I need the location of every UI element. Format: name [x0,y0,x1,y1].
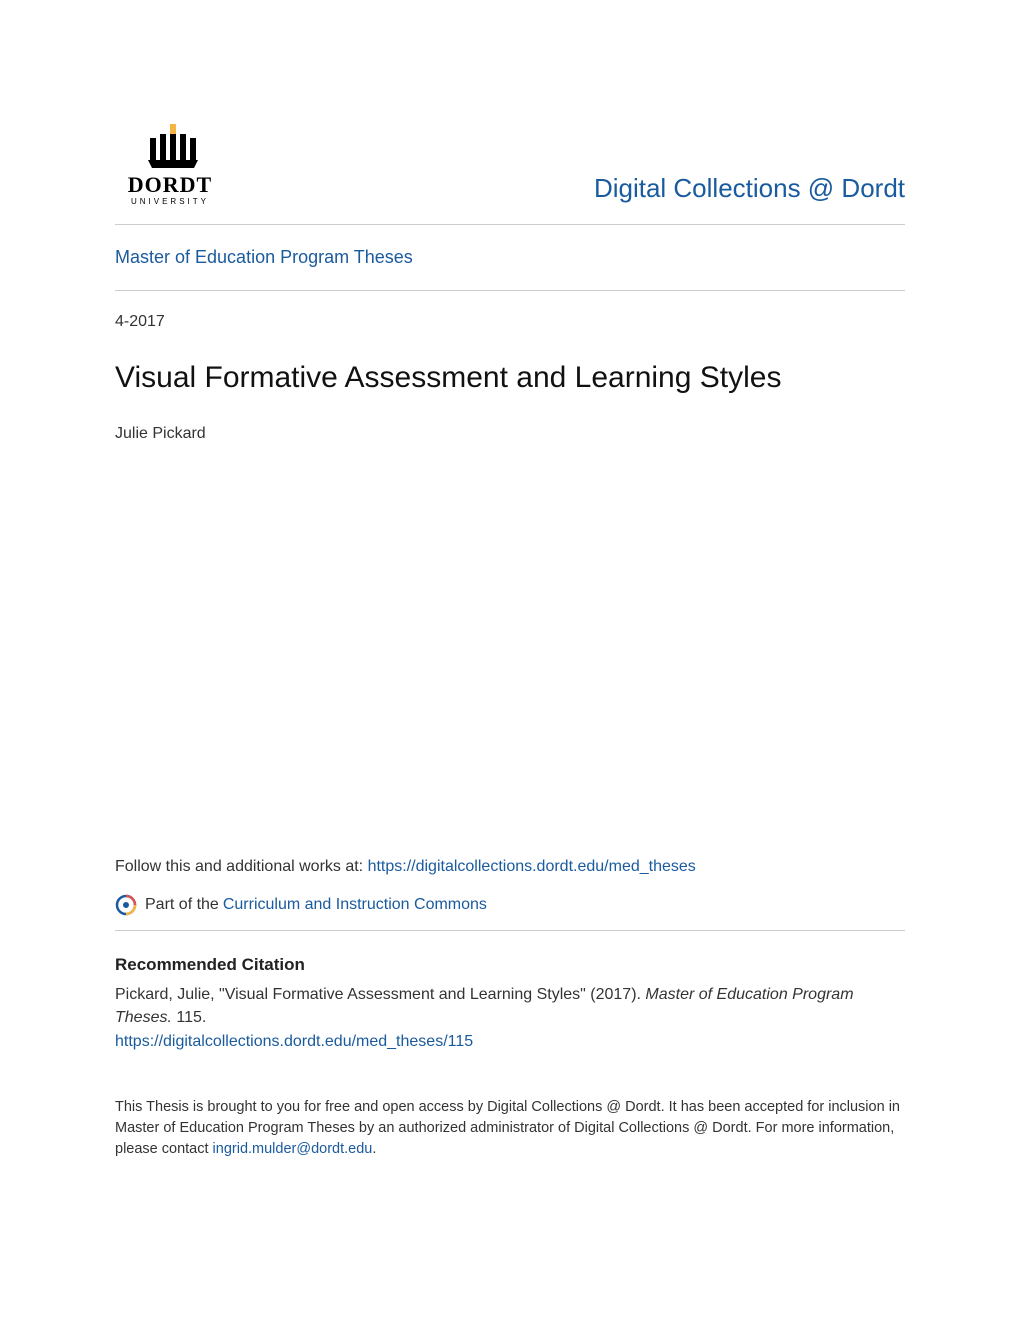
citation-text: Pickard, Julie, "Visual Formative Assess… [115,983,905,1029]
network-icon [115,894,137,916]
part-of-row: Part of the Curriculum and Instruction C… [115,894,905,916]
citation-after: 115. [172,1009,206,1026]
divider-top [115,224,905,225]
follow-url-link[interactable]: https://digitalcollections.dordt.edu/med… [368,858,696,875]
repository-link[interactable]: Digital Collections @ Dordt [594,173,905,210]
header-row: DORDT UNIVERSITY Digital Collections @ D… [115,120,905,224]
publication-date: 4-2017 [115,313,905,331]
citation-url-link[interactable]: https://digitalcollections.dordt.edu/med… [115,1033,905,1051]
paper-title: Visual Formative Assessment and Learning… [115,361,905,395]
follow-prefix: Follow this and additional works at: [115,858,368,875]
contact-email-link[interactable]: ingrid.mulder@dordt.edu [213,1141,373,1157]
citation-section: Recommended Citation Pickard, Julie, "Vi… [115,955,905,1051]
citation-before: Pickard, Julie, "Visual Formative Assess… [115,986,645,1003]
follow-section: Follow this and additional works at: htt… [115,858,905,916]
divider-mid [115,290,905,291]
svg-text:DORDT: DORDT [128,172,212,197]
commons-link[interactable]: Curriculum and Instruction Commons [223,896,487,914]
svg-text:UNIVERSITY: UNIVERSITY [131,197,209,206]
collection-link[interactable]: Master of Education Program Theses [115,247,413,268]
part-of-prefix: Part of the [145,896,219,914]
author-name: Julie Pickard [115,425,905,443]
university-logo: DORDT UNIVERSITY [115,120,225,210]
dordt-logo-icon: DORDT UNIVERSITY [115,120,225,210]
divider-lower [115,930,905,931]
footer-after: . [372,1141,376,1157]
footer-text: This Thesis is brought to you for free a… [115,1097,905,1160]
citation-heading: Recommended Citation [115,955,905,975]
follow-line: Follow this and additional works at: htt… [115,858,905,876]
